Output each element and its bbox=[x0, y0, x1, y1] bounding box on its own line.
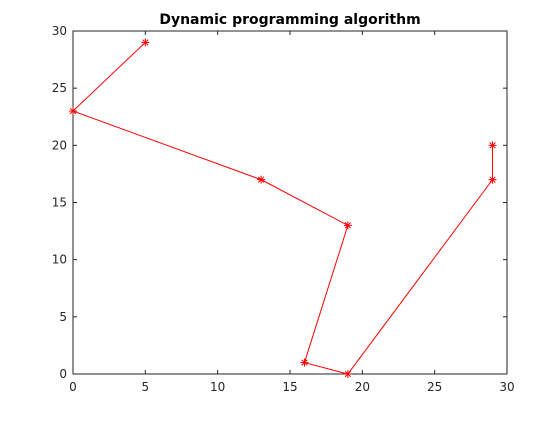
y-tick-label: 5 bbox=[59, 310, 67, 324]
data-point bbox=[300, 358, 309, 367]
series-layer bbox=[69, 38, 497, 378]
x-tick-label: 0 bbox=[69, 380, 77, 394]
x-tick-label: 15 bbox=[282, 380, 297, 394]
data-point bbox=[488, 141, 497, 150]
axes: 0 5 10 15 20 25 30 0 5 10 15 20 25 30 bbox=[52, 24, 515, 394]
data-point bbox=[69, 107, 77, 116]
data-point bbox=[257, 175, 266, 184]
data-point bbox=[343, 221, 352, 230]
y-tick-label: 0 bbox=[59, 367, 67, 381]
y-tick-label: 30 bbox=[52, 24, 67, 38]
x-tick-label: 10 bbox=[210, 380, 225, 394]
x-tick-label: 5 bbox=[142, 380, 150, 394]
chart-title: Dynamic programming algorithm bbox=[159, 12, 420, 28]
x-tick-label: 30 bbox=[499, 380, 514, 394]
y-tick-label: 15 bbox=[52, 196, 67, 210]
data-point bbox=[343, 370, 352, 378]
y-tick-label: 10 bbox=[52, 253, 67, 267]
plot-box bbox=[72, 30, 508, 375]
series-line bbox=[72, 42, 494, 375]
x-tick-label: 20 bbox=[355, 380, 370, 394]
x-tick-label: 25 bbox=[427, 380, 442, 394]
y-tick-label: 25 bbox=[52, 81, 67, 95]
data-point bbox=[141, 38, 150, 47]
data-point bbox=[488, 175, 497, 184]
y-tick-label: 20 bbox=[52, 138, 67, 152]
